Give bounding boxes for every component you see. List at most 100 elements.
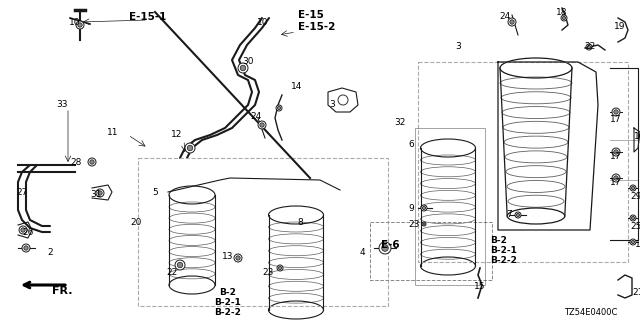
Text: 19: 19 <box>614 22 626 31</box>
Text: 28: 28 <box>70 158 82 167</box>
Text: B-2-2: B-2-2 <box>490 256 517 265</box>
Text: 18: 18 <box>556 8 568 17</box>
Text: B-2: B-2 <box>220 288 236 297</box>
Text: B-2-1: B-2-1 <box>214 298 241 307</box>
Bar <box>370 222 492 280</box>
Text: 2: 2 <box>47 248 53 257</box>
Circle shape <box>277 265 283 271</box>
Circle shape <box>612 148 620 156</box>
Text: 5: 5 <box>152 188 158 197</box>
Circle shape <box>630 215 636 221</box>
Circle shape <box>614 110 618 114</box>
Circle shape <box>516 213 520 217</box>
Text: 7: 7 <box>506 210 512 219</box>
Circle shape <box>185 143 195 153</box>
Circle shape <box>379 242 391 254</box>
Circle shape <box>422 206 426 210</box>
Text: 10: 10 <box>69 18 81 27</box>
Circle shape <box>588 45 591 49</box>
Text: 15: 15 <box>474 282 486 291</box>
Circle shape <box>563 16 566 20</box>
Circle shape <box>381 245 388 251</box>
Text: 8: 8 <box>297 218 303 227</box>
Circle shape <box>236 256 240 260</box>
Circle shape <box>177 262 183 268</box>
Text: 23: 23 <box>262 268 274 277</box>
Text: 17: 17 <box>610 178 621 187</box>
Circle shape <box>96 189 104 197</box>
Circle shape <box>508 18 516 26</box>
Circle shape <box>423 223 425 225</box>
Text: 33: 33 <box>56 100 68 109</box>
Text: 23: 23 <box>408 220 420 229</box>
Circle shape <box>586 44 592 50</box>
Text: 10: 10 <box>257 18 269 27</box>
Text: 14: 14 <box>291 82 303 91</box>
Circle shape <box>276 105 282 111</box>
Circle shape <box>278 266 282 270</box>
Circle shape <box>614 176 618 180</box>
Text: 26: 26 <box>22 228 34 237</box>
Text: 22: 22 <box>585 42 596 51</box>
Text: 24: 24 <box>250 112 262 121</box>
Circle shape <box>175 260 185 270</box>
Text: 12: 12 <box>171 130 182 139</box>
Text: E-15: E-15 <box>298 10 324 20</box>
Text: E-15-1: E-15-1 <box>129 12 166 22</box>
Circle shape <box>76 21 84 29</box>
Text: TZ54E0400C: TZ54E0400C <box>564 308 618 317</box>
Circle shape <box>631 240 635 244</box>
Circle shape <box>20 228 25 232</box>
Text: 16: 16 <box>634 132 640 141</box>
Text: 17: 17 <box>610 152 621 161</box>
Text: 3: 3 <box>329 100 335 109</box>
Text: FR.: FR. <box>52 286 72 296</box>
Circle shape <box>612 174 620 182</box>
Circle shape <box>422 222 426 226</box>
Text: B-2-2: B-2-2 <box>214 308 241 317</box>
Text: B-2-1: B-2-1 <box>490 246 517 255</box>
Text: 25: 25 <box>630 222 640 231</box>
Circle shape <box>515 212 521 218</box>
Circle shape <box>612 108 620 116</box>
Text: 1: 1 <box>635 240 640 249</box>
Circle shape <box>561 15 567 21</box>
Text: 11: 11 <box>106 128 118 137</box>
Bar <box>138 158 388 306</box>
Circle shape <box>631 186 635 190</box>
Text: 3: 3 <box>455 42 461 51</box>
Circle shape <box>258 121 266 129</box>
Circle shape <box>188 145 193 151</box>
Text: 30: 30 <box>243 57 253 66</box>
Text: 29: 29 <box>630 192 640 201</box>
Text: E-6: E-6 <box>381 240 399 250</box>
Text: 27: 27 <box>16 188 28 197</box>
Text: 17: 17 <box>610 115 621 124</box>
Text: 4: 4 <box>359 248 365 257</box>
Circle shape <box>630 185 636 191</box>
Bar <box>418 62 628 262</box>
Circle shape <box>421 205 427 211</box>
Circle shape <box>631 216 635 220</box>
Circle shape <box>88 158 96 166</box>
Polygon shape <box>328 88 358 112</box>
Circle shape <box>98 191 102 195</box>
Circle shape <box>510 20 514 24</box>
Text: E-15-2: E-15-2 <box>298 22 335 32</box>
Circle shape <box>22 244 30 252</box>
Circle shape <box>24 246 28 250</box>
Text: 9: 9 <box>408 204 414 213</box>
Circle shape <box>78 23 82 27</box>
Text: 13: 13 <box>222 252 234 261</box>
Circle shape <box>234 254 242 262</box>
Text: 6: 6 <box>408 140 414 149</box>
Text: 20: 20 <box>131 218 142 227</box>
Circle shape <box>630 239 636 245</box>
Circle shape <box>19 226 27 234</box>
Text: B-2: B-2 <box>490 236 507 245</box>
Circle shape <box>240 65 246 71</box>
Text: 32: 32 <box>395 118 406 127</box>
Text: 21: 21 <box>632 288 640 297</box>
Text: 22: 22 <box>167 268 178 277</box>
Circle shape <box>238 63 248 73</box>
